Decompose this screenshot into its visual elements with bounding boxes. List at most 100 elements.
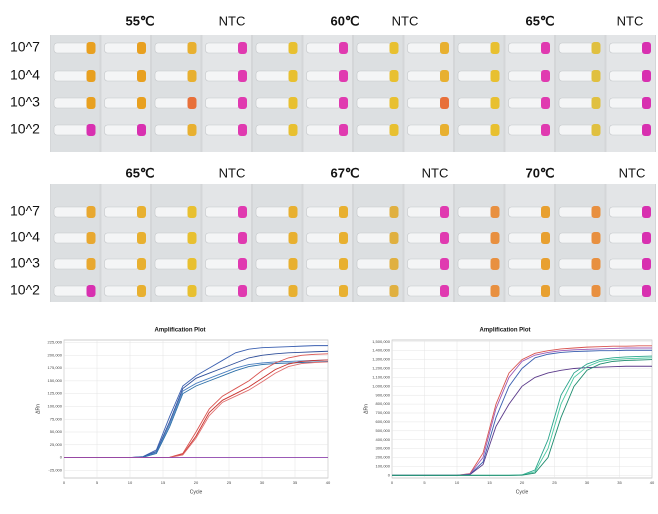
tube-body xyxy=(609,97,645,109)
tube-body xyxy=(407,258,443,270)
row-label: 10^4 xyxy=(10,229,40,245)
tube-body xyxy=(609,42,645,54)
tube-cap xyxy=(389,70,399,82)
tube-body xyxy=(609,206,645,218)
x-tick-label: 40 xyxy=(326,480,331,485)
tube-body xyxy=(306,285,342,297)
column-header: NTC xyxy=(219,165,246,180)
tube-cap xyxy=(238,124,247,136)
y-tick-label: 900,000 xyxy=(376,392,391,397)
column-header: NTC xyxy=(392,13,419,28)
photo-panel: 55℃ NTC 60℃ NTC 65℃ NTC 10^7 10^4 10^3 10^2 xyxy=(10,13,656,152)
tube-cap xyxy=(86,70,96,82)
y-tick-label: 0 xyxy=(388,472,391,477)
tube-cap xyxy=(187,232,197,244)
tube-body xyxy=(53,258,89,270)
tube-body xyxy=(609,70,645,82)
x-tick-label: 30 xyxy=(585,480,590,485)
tube-body xyxy=(558,97,594,109)
tube-cap xyxy=(137,258,146,270)
tube-body xyxy=(457,124,493,136)
x-tick-label: 20 xyxy=(520,480,525,485)
x-tick-label: 5 xyxy=(423,480,426,485)
tube-body xyxy=(508,258,544,270)
tube-body xyxy=(53,42,89,54)
row-label: 10^3 xyxy=(10,255,40,271)
y-tick-label: 700,000 xyxy=(376,410,391,415)
tube-cap xyxy=(288,206,298,218)
tube-cap xyxy=(389,42,399,54)
tube-cap xyxy=(591,285,601,297)
tube-body xyxy=(154,206,190,218)
tube-cap xyxy=(187,42,197,54)
y-tick-label: 800,000 xyxy=(376,401,391,406)
tube-cap xyxy=(642,232,651,244)
tube-body xyxy=(508,42,544,54)
tube-cap xyxy=(238,97,247,109)
y-tick-label: 0 xyxy=(60,455,63,460)
photo-panel: 65℃ NTC 67℃ NTC 70℃ NTC 10^7 10^4 10^3 10^2 xyxy=(10,165,656,302)
column-header: 65℃ xyxy=(525,13,554,28)
tube-cap xyxy=(440,42,449,54)
tube-body xyxy=(255,70,291,82)
y-tick-label: 25,000 xyxy=(50,442,63,447)
tube-cap xyxy=(642,124,651,136)
tube-cap xyxy=(339,206,348,218)
column-header: NTC xyxy=(422,165,449,180)
tube-body xyxy=(508,285,544,297)
tube-cap xyxy=(187,258,197,270)
tube-cap xyxy=(490,232,500,244)
tube-cap xyxy=(541,232,550,244)
y-tick-label: 400,000 xyxy=(376,437,391,442)
tube-body xyxy=(205,124,241,136)
y-axis-label: ΔRn xyxy=(35,404,41,414)
photo-background xyxy=(50,35,656,152)
tube-body xyxy=(508,206,544,218)
tube-cap xyxy=(642,70,651,82)
tube-cap xyxy=(238,258,247,270)
tube-cap xyxy=(440,285,449,297)
x-tick-label: 35 xyxy=(617,480,622,485)
amplification-plot: Amplification Plot Cycle ΔRn 0 100,000 200,00… xyxy=(363,328,655,496)
plot-title: Amplification Plot xyxy=(155,328,206,334)
x-tick-label: 15 xyxy=(161,480,166,485)
tube-cap xyxy=(440,258,449,270)
y-tick-label: 1,000,000 xyxy=(372,383,391,388)
column-header: 55℃ xyxy=(125,13,154,28)
tube-cap xyxy=(389,206,399,218)
tube-cap xyxy=(137,70,146,82)
tube-body xyxy=(154,258,190,270)
tube-cap xyxy=(288,258,298,270)
tube-body xyxy=(407,97,443,109)
tube-cap xyxy=(187,124,197,136)
y-tick-label: 1,400,000 xyxy=(372,348,391,353)
tube-body xyxy=(306,258,342,270)
tube-body xyxy=(104,124,140,136)
tube-cap xyxy=(137,232,146,244)
tube-cap xyxy=(238,285,247,297)
y-tick-label: 150,000 xyxy=(48,378,63,383)
tube-cap xyxy=(440,70,449,82)
tube-body xyxy=(205,206,241,218)
tube-body xyxy=(53,97,89,109)
tube-cap xyxy=(490,97,500,109)
tube-body xyxy=(306,124,342,136)
tube-body xyxy=(255,97,291,109)
tube-body xyxy=(457,258,493,270)
y-tick-label: 1,500,000 xyxy=(372,339,391,344)
tube-cap xyxy=(490,124,500,136)
tube-cap xyxy=(490,285,500,297)
tube-cap xyxy=(238,42,247,54)
tube-cap xyxy=(288,124,298,136)
amplification-curve xyxy=(392,359,653,476)
column-header: 60℃ xyxy=(330,13,359,28)
tube-cap xyxy=(541,97,550,109)
tube-body xyxy=(457,97,493,109)
tube-cap xyxy=(86,206,96,218)
tube-body xyxy=(356,258,392,270)
tube-cap xyxy=(541,258,550,270)
tube-body xyxy=(104,206,140,218)
column-header: NTC xyxy=(619,165,646,180)
y-tick-label: 75,000 xyxy=(50,416,63,421)
